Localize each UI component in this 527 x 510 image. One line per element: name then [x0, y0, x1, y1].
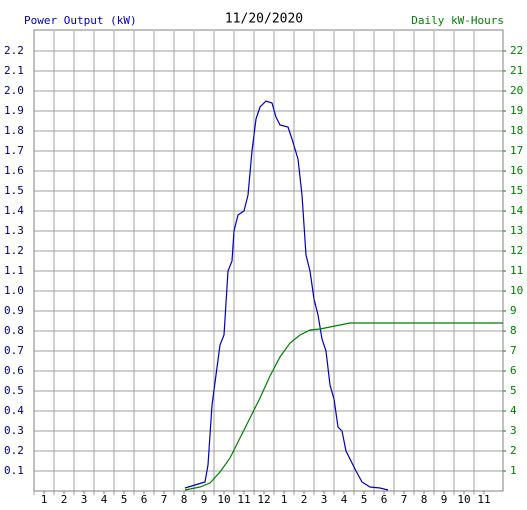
y2-tick-label: 3	[510, 424, 517, 437]
y2-tick-label: 12	[510, 244, 523, 257]
y-tick-label: 0.5	[4, 384, 24, 397]
x-tick-label: 4	[101, 493, 108, 506]
x-tick-label: 1	[281, 493, 288, 506]
y2-tick-label: 5	[510, 384, 517, 397]
y-tick-label: 1.9	[4, 104, 24, 117]
y2-tick-label: 7	[510, 344, 517, 357]
y-tick-label: 0.3	[4, 424, 24, 437]
y2-tick-label: 21	[510, 64, 523, 77]
series-line	[184, 100, 389, 491]
y-tick-label: 1.6	[4, 164, 24, 177]
y-axis-label: Power Output (kW)	[24, 14, 137, 27]
y-tick-label: 0.4	[4, 404, 24, 417]
series-line	[184, 322, 503, 491]
y-tick-label: 1.2	[4, 244, 24, 257]
y-tick-label: 2.1	[4, 64, 24, 77]
x-tick-label: 2	[61, 493, 68, 506]
y-tick-label: 1.3	[4, 224, 24, 237]
y2-tick-label: 11	[510, 264, 523, 277]
x-tick-label: 1	[41, 493, 48, 506]
y2-tick-label: 20	[510, 84, 523, 97]
y2-tick-label: 13	[510, 224, 523, 237]
y2-tick-label: 15	[510, 184, 523, 197]
y2-tick-label: 22	[510, 44, 523, 57]
x-tick-label: 3	[321, 493, 328, 506]
x-tick-label: 11	[477, 493, 490, 506]
x-tick-label: 12	[257, 493, 270, 506]
x-tick-label: 8	[181, 493, 188, 506]
y2-tick-label: 2	[510, 444, 517, 457]
y-tick-label: 0.6	[4, 364, 24, 377]
x-tick-label: 7	[161, 493, 168, 506]
y-tick-label: 1.5	[4, 184, 24, 197]
y2-tick-label: 6	[510, 364, 517, 377]
y2-tick-label: 18	[510, 124, 523, 137]
y-tick-label: 0.8	[4, 324, 24, 337]
x-tick-label: 7	[401, 493, 408, 506]
y2-axis-label: Daily kW-Hours	[411, 14, 504, 27]
y-tick-label: 1.8	[4, 124, 24, 137]
y2-tick-label: 16	[510, 164, 523, 177]
y2-tick-label: 9	[510, 304, 517, 317]
y-tick-label: 1.0	[4, 284, 24, 297]
x-tick-label: 6	[381, 493, 388, 506]
x-tick-label: 8	[421, 493, 428, 506]
y2-tick-label: 10	[510, 284, 523, 297]
plot-border	[33, 29, 504, 492]
x-tick-label: 9	[441, 493, 448, 506]
y2-tick-label: 4	[510, 404, 517, 417]
y2-tick-label: 17	[510, 144, 523, 157]
x-tick-label: 9	[201, 493, 208, 506]
y-tick-label: 0.2	[4, 444, 24, 457]
y-tick-label: 0.7	[4, 344, 24, 357]
y-tick-label: 2.2	[4, 44, 24, 57]
y-tick-label: 1.7	[4, 144, 24, 157]
x-tick-label: 10	[217, 493, 230, 506]
x-tick-label: 10	[457, 493, 470, 506]
x-tick-label: 11	[237, 493, 250, 506]
y-tick-label: 2.0	[4, 84, 24, 97]
y-tick-label: 1.1	[4, 264, 24, 277]
chart-title: 11/20/2020	[225, 12, 303, 27]
x-tick-label: 2	[301, 493, 308, 506]
x-tick-label: 3	[81, 493, 88, 506]
y-tick-label: 1.4	[4, 204, 24, 217]
y-tick-label: 0.9	[4, 304, 24, 317]
y2-tick-label: 19	[510, 104, 523, 117]
x-tick-label: 6	[141, 493, 148, 506]
y2-tick-label: 14	[510, 204, 524, 217]
y2-tick-label: 1	[510, 464, 517, 477]
x-tick-label: 5	[361, 493, 368, 506]
y-tick-label: 0.1	[4, 464, 24, 477]
y2-tick-label: 8	[510, 324, 517, 337]
x-tick-label: 4	[341, 493, 348, 506]
x-tick-label: 5	[121, 493, 128, 506]
